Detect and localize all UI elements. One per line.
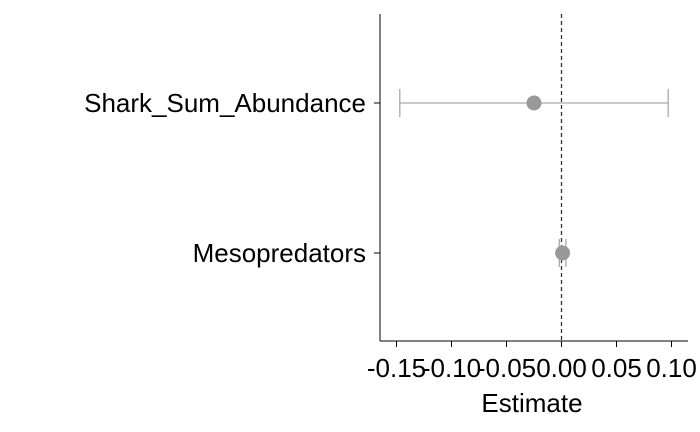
y-category-label: Mesopredators	[193, 238, 366, 268]
x-axis-title: Estimate	[481, 388, 582, 418]
x-tick-label: -0.15	[367, 353, 426, 383]
estimate-mesopredators	[555, 239, 571, 267]
estimate-marks	[399, 89, 669, 267]
x-tick-label: 0.10	[646, 353, 697, 383]
x-tick-label: -0.10	[422, 353, 481, 383]
estimate-point	[555, 245, 571, 261]
estimate-shark_sum_abundance	[399, 89, 669, 117]
x-axis-ticks: -0.15-0.10-0.05 0.00 0.05 0.10	[367, 341, 697, 383]
x-tick-label: -0.05	[477, 353, 536, 383]
estimate-point	[526, 95, 542, 111]
y-axis-ticks: Shark_Sum_Abundance Mesopredators	[84, 88, 380, 268]
x-tick-label: 0.05	[591, 353, 642, 383]
x-tick-label: 0.00	[536, 353, 587, 383]
y-category-label: Shark_Sum_Abundance	[84, 88, 366, 118]
